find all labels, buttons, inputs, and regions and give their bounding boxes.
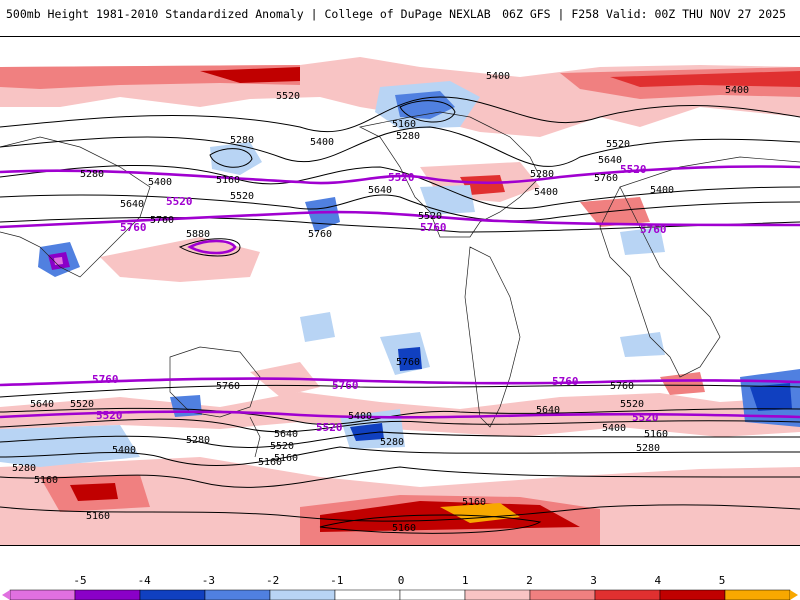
colorbar-tick-label: -2	[265, 574, 280, 587]
contour-label: 5160	[216, 175, 240, 186]
colorbar-tick-label: 1	[461, 574, 469, 587]
contour-label: 5640	[30, 399, 54, 410]
colorbar-tick-label: -4	[137, 574, 151, 587]
contour-label: 5400	[486, 71, 510, 82]
contour-label: 5280	[380, 437, 404, 448]
contour-label: 5640	[274, 429, 298, 440]
colorbar-segment	[464, 589, 531, 600]
highlighted-label: 5760	[120, 221, 147, 234]
colorbar-tick-label: 4	[654, 574, 662, 587]
contour-label: 5280	[186, 435, 210, 446]
contour-label: 5160	[34, 475, 58, 486]
map-title: 500mb Height 1981-2010 Standardized Anom…	[6, 7, 491, 21]
colorbar-segment	[269, 589, 336, 600]
negative-anomaly-shading	[0, 81, 800, 467]
colorbar-segment	[529, 589, 596, 600]
colorbar-segment	[139, 589, 206, 600]
contour-label: 5520	[270, 441, 294, 452]
colorbar-tick-label: -3	[201, 574, 216, 587]
highlighted-label: 5520	[96, 409, 123, 422]
highlighted-label: 5760	[92, 373, 119, 386]
header: 500mb Height 1981-2010 Standardized Anom…	[0, 0, 800, 36]
contour-label: 5400	[348, 411, 372, 422]
colorbar-segment	[724, 589, 791, 600]
contour-label: 5640	[368, 185, 392, 196]
anomaly-map: 5400 5400 5520 5280 5400 5160 5280 5520 …	[0, 37, 800, 545]
contour-label: 5760	[594, 173, 618, 184]
contour-label: 5280	[80, 169, 104, 180]
contour-label: 5520	[606, 139, 630, 150]
contour-label: 5400	[534, 187, 558, 198]
contour-labels: 5400 5400 5520 5280 5400 5160 5280 5520 …	[12, 71, 749, 534]
contour-label: 5880	[186, 229, 210, 240]
colorbar-segment	[399, 589, 466, 600]
contour-label: 5280	[12, 463, 36, 474]
highlighted-label: 5520	[620, 163, 647, 176]
contour-label: 5760	[150, 215, 174, 226]
highlighted-label: 5760	[552, 375, 579, 388]
contour-label: 5160	[392, 119, 416, 130]
contour-label: 5160	[86, 511, 110, 522]
contour-label: 5520	[70, 399, 94, 410]
contour-label: 5760	[216, 381, 240, 392]
contour-label: 5400	[310, 137, 334, 148]
highlighted-label: 5520	[166, 195, 193, 208]
highlighted-label: 5760	[420, 221, 447, 234]
contour-label: 5520	[276, 91, 300, 102]
contour-label: 5160	[644, 429, 668, 440]
colorbar-tick-label: 2	[526, 574, 533, 587]
anomaly-colorbar	[2, 589, 798, 600]
contour-label: 5520	[418, 211, 442, 222]
contour-label: 5640	[536, 405, 560, 416]
contour-label: 5280	[636, 443, 660, 454]
colorbar-tick-label: -1	[330, 574, 344, 587]
contour-label: 5280	[396, 131, 420, 142]
contour-label: 5400	[650, 185, 674, 196]
contour-label: 5400	[112, 445, 136, 456]
contour-label: 5400	[725, 85, 749, 96]
contour-label: 5760	[396, 357, 420, 368]
contour-label: 5640	[598, 155, 622, 166]
contour-label: 5760	[308, 229, 332, 240]
highlighted-label: 5760	[640, 223, 667, 236]
contour-label: 5640	[120, 199, 144, 210]
contour-label: 5160	[258, 457, 282, 468]
model-run-label: 06Z GFS | F258 Valid: 00Z THU NOV 27 202…	[502, 7, 786, 21]
contour-label: 5400	[602, 423, 626, 434]
map-panel: 5400 5400 5520 5280 5400 5160 5280 5520 …	[0, 36, 800, 546]
colorbar-tick-label: 3	[590, 574, 597, 587]
contour-label: 5760	[610, 381, 634, 392]
colorbar-segment	[334, 589, 401, 600]
contour-label: 5400	[148, 177, 172, 188]
highlighted-label: 5760	[332, 379, 359, 392]
colorbar-tick-label: 0	[397, 574, 405, 587]
highlighted-contours	[0, 165, 800, 419]
colorbar-tick-label: -5	[73, 574, 87, 587]
contour-label: 5160	[462, 497, 486, 508]
contour-label: 5280	[530, 169, 554, 180]
contour-label: 5520	[620, 399, 644, 410]
contour-label: 5520	[230, 191, 254, 202]
highlighted-label: 5520	[388, 171, 415, 184]
colorbar-segment	[659, 589, 726, 600]
colorbar-right-cap	[790, 590, 798, 600]
colorbar-segment	[74, 589, 141, 600]
highlighted-contour-labels: 5520 5760 5520 5760 5520 5760 5760 5520 …	[92, 163, 667, 434]
colorbar-segment	[9, 589, 76, 600]
contour-label: 5280	[230, 135, 254, 146]
colorbar-segment	[594, 589, 661, 600]
highlighted-label: 5520	[632, 411, 659, 424]
colorbar-segment	[204, 589, 271, 600]
colorbar-tick-label: 5	[718, 574, 726, 587]
contour-label: 5160	[274, 453, 298, 464]
highlighted-label: 5520	[316, 421, 343, 434]
contour-label: 5160	[392, 523, 416, 534]
colorbar-left-cap	[2, 590, 10, 600]
